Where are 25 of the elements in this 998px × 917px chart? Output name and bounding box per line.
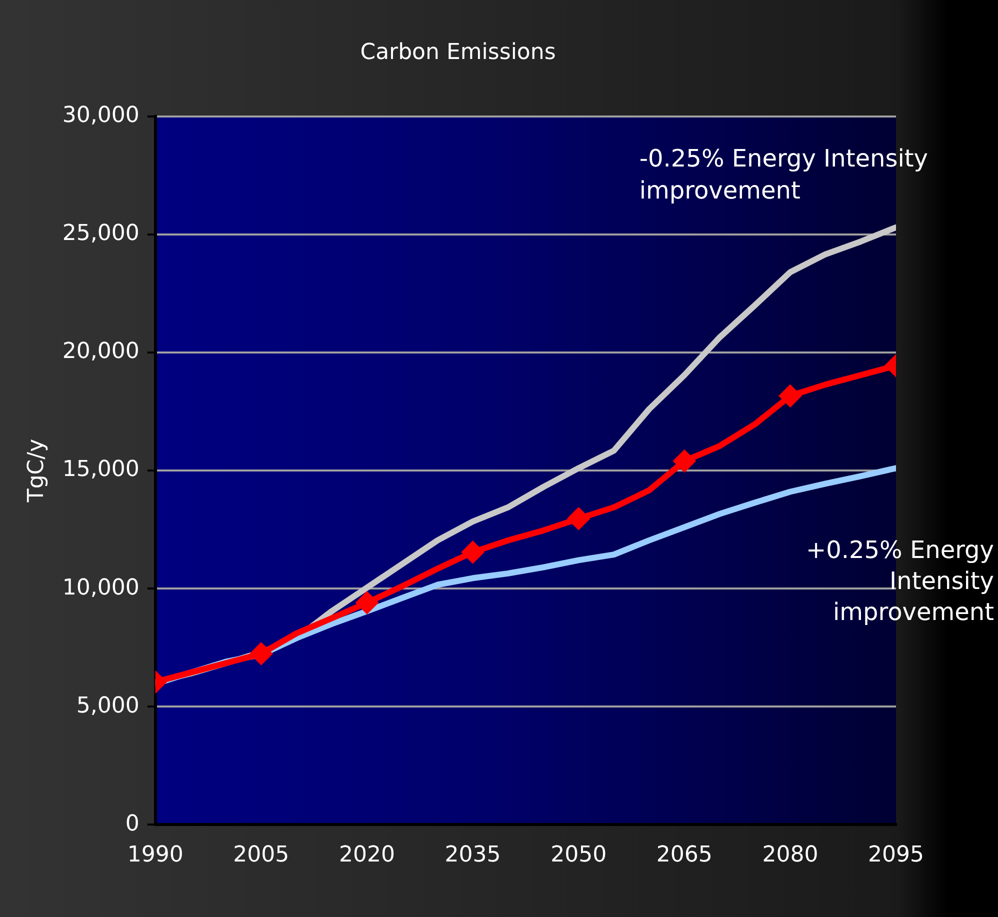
- y-tick-label: 30,000: [62, 103, 140, 128]
- y-axis-title: TgC/y: [24, 438, 49, 504]
- series-label: -0.25% Energy Intensity improvement: [639, 144, 928, 204]
- point: [355, 591, 378, 614]
- point: [567, 507, 590, 530]
- point: [672, 450, 696, 473]
- y-tick-label: 5,000: [76, 693, 140, 718]
- y-tick-label: 0: [125, 811, 140, 836]
- x-tick-label: 2065: [656, 842, 712, 868]
- chart-title: Carbon Emissions: [360, 40, 556, 65]
- y-tick-label: 15,000: [62, 457, 140, 482]
- x-tick-label: 2095: [868, 842, 924, 868]
- point: [250, 642, 273, 666]
- x-tick-label: 2080: [762, 842, 818, 868]
- y-tick-label: 10,000: [62, 575, 140, 600]
- series-label: +0.25% Energy Intensity improvement: [806, 536, 994, 626]
- x-tick-label: 2020: [338, 842, 395, 868]
- point: [461, 540, 484, 564]
- x-tick-label: 2005: [233, 842, 290, 868]
- x-tick-label: 1990: [127, 842, 184, 868]
- point: [778, 384, 802, 408]
- x-tick-label: 2050: [550, 842, 607, 868]
- y-tick-label: 25,000: [62, 221, 140, 246]
- x-tick-label: 2035: [444, 842, 501, 868]
- y-tick-label: 20,000: [62, 339, 140, 364]
